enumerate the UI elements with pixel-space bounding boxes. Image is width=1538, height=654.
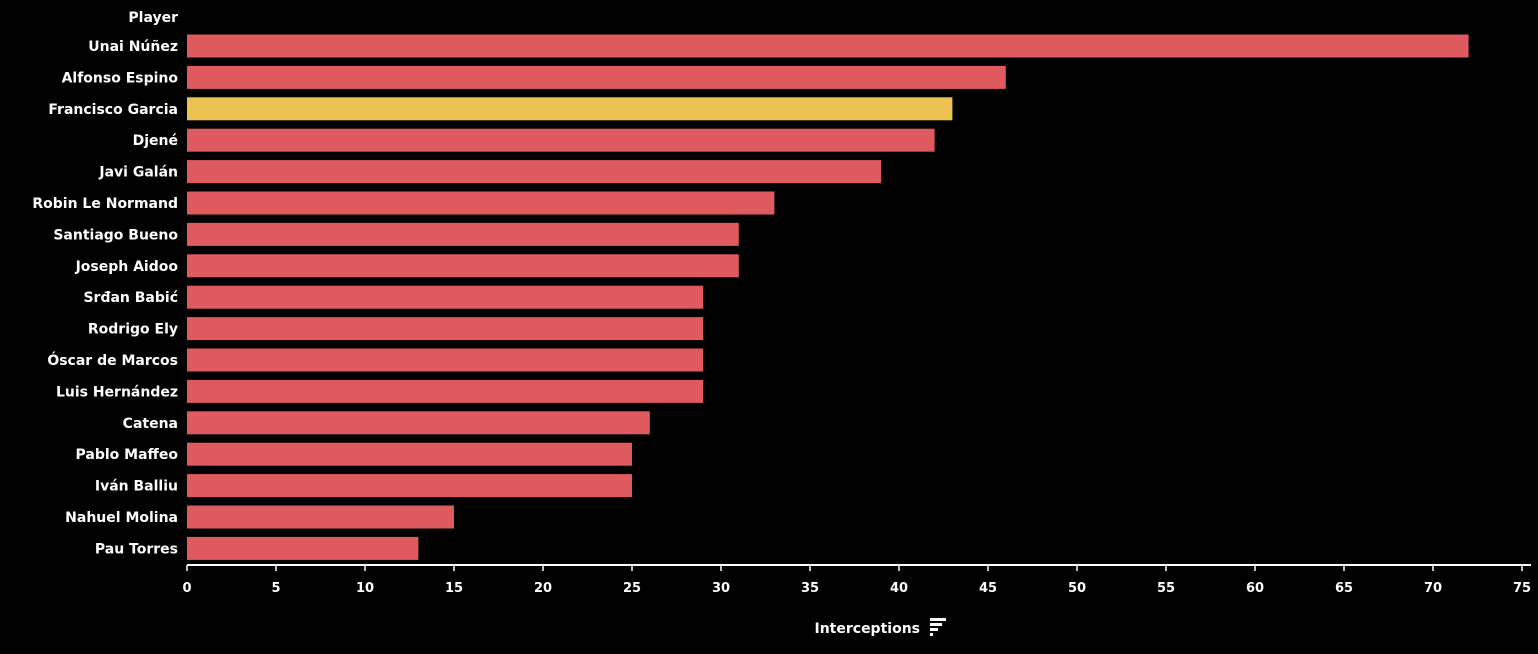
bar[interactable] bbox=[187, 474, 632, 498]
player-label: Unai Núñez bbox=[88, 39, 178, 55]
x-tick-label: 25 bbox=[623, 581, 641, 596]
bar[interactable] bbox=[187, 65, 1006, 89]
bar[interactable] bbox=[187, 222, 739, 246]
player-label: Santiago Bueno bbox=[53, 227, 178, 243]
x-tick-label: 65 bbox=[1335, 581, 1353, 596]
x-tick-label: 15 bbox=[445, 581, 463, 596]
player-label: Óscar de Marcos bbox=[47, 351, 178, 369]
player-label: Djené bbox=[133, 133, 178, 149]
bar[interactable] bbox=[187, 128, 935, 152]
bar[interactable] bbox=[187, 379, 704, 403]
player-label: Nahuel Molina bbox=[65, 510, 178, 526]
player-label: Francisco Garcia bbox=[48, 102, 178, 118]
x-tick-label: 35 bbox=[801, 581, 819, 596]
bar[interactable] bbox=[187, 317, 704, 341]
bar[interactable] bbox=[187, 254, 739, 278]
bar[interactable] bbox=[187, 411, 650, 435]
bars-layer: Unai Núñez Alfonso Espino Francisco Garcia… bbox=[32, 34, 1469, 560]
x-axis: 0 5 10 15 20 25 30 35 40 45 50 55 60 65 70 75 bbox=[182, 564, 1531, 596]
x-tick-label: 30 bbox=[712, 581, 730, 596]
x-tick-label: 5 bbox=[271, 581, 280, 596]
x-tick-label: 20 bbox=[534, 581, 552, 596]
player-label: Robin Le Normand bbox=[32, 196, 178, 212]
player-label: Luis Hernández bbox=[56, 384, 178, 400]
x-tick-label: 50 bbox=[1068, 581, 1086, 596]
player-label: Iván Balliu bbox=[95, 479, 178, 495]
player-label: Catena bbox=[123, 416, 178, 432]
x-tick-label: 0 bbox=[182, 581, 191, 596]
bar[interactable] bbox=[187, 160, 882, 184]
sort-descending-icon[interactable] bbox=[930, 618, 946, 636]
x-axis-title: Interceptions bbox=[815, 621, 921, 637]
bar[interactable] bbox=[187, 191, 775, 215]
x-tick-label: 10 bbox=[356, 581, 374, 596]
row-header-label: Player bbox=[128, 10, 178, 26]
bar[interactable] bbox=[187, 97, 953, 121]
bar[interactable] bbox=[187, 348, 704, 372]
bar[interactable] bbox=[187, 285, 704, 309]
bar[interactable] bbox=[187, 442, 632, 466]
player-label: Rodrigo Ely bbox=[88, 322, 178, 338]
player-label: Srđan Babić bbox=[83, 290, 178, 306]
player-label: Javi Galán bbox=[98, 165, 178, 181]
bar[interactable] bbox=[187, 505, 454, 529]
player-label: Pablo Maffeo bbox=[76, 447, 179, 463]
bar[interactable] bbox=[187, 536, 419, 560]
x-tick-label: 55 bbox=[1157, 581, 1175, 596]
x-tick-label: 60 bbox=[1246, 581, 1264, 596]
bar[interactable] bbox=[187, 34, 1469, 58]
x-tick-label: 70 bbox=[1424, 581, 1442, 596]
player-label: Joseph Aidoo bbox=[75, 259, 179, 275]
x-tick-label: 45 bbox=[979, 581, 997, 596]
x-tick-label: 75 bbox=[1513, 581, 1531, 596]
player-label: Pau Torres bbox=[95, 541, 178, 557]
player-label: Alfonso Espino bbox=[62, 70, 179, 86]
x-tick-label: 40 bbox=[890, 581, 908, 596]
